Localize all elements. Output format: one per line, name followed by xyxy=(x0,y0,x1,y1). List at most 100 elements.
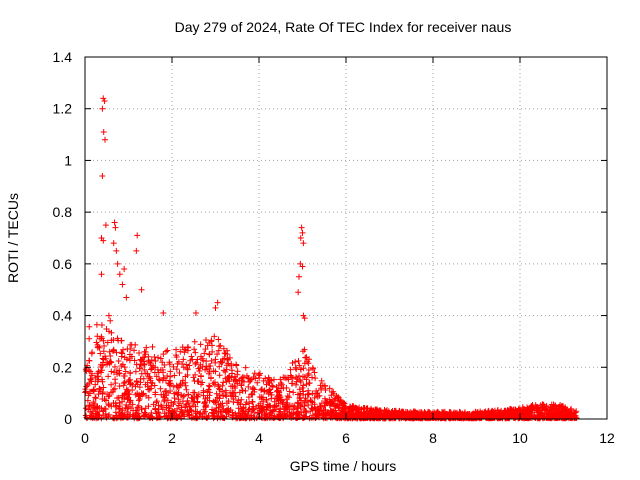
data-point xyxy=(121,391,128,398)
data-point xyxy=(556,405,563,412)
data-point xyxy=(301,346,308,353)
data-point xyxy=(147,413,154,420)
data-point-outlier xyxy=(300,312,307,319)
data-point xyxy=(309,412,316,419)
data-point xyxy=(221,415,228,422)
data-point xyxy=(362,411,369,418)
data-point xyxy=(379,412,386,419)
y-tick-label: 0.2 xyxy=(53,359,73,375)
data-point xyxy=(186,403,193,410)
data-point xyxy=(294,376,301,383)
data-point xyxy=(418,409,425,416)
data-point xyxy=(94,411,101,418)
data-point xyxy=(107,353,114,360)
data-point xyxy=(303,409,310,416)
x-tick-label: 4 xyxy=(255,430,263,446)
data-point xyxy=(328,392,335,399)
data-point xyxy=(145,353,152,360)
data-point xyxy=(210,398,217,405)
data-point xyxy=(99,378,106,385)
data-point-outlier xyxy=(121,266,128,273)
data-point xyxy=(99,396,106,403)
data-point xyxy=(183,386,190,393)
data-point xyxy=(175,402,182,409)
data-point xyxy=(187,357,194,364)
data-point xyxy=(435,415,442,422)
data-point xyxy=(115,405,122,412)
data-point xyxy=(267,386,274,393)
data-point xyxy=(160,393,167,400)
data-point xyxy=(266,377,273,384)
data-point xyxy=(181,346,188,353)
data-point xyxy=(305,390,312,397)
data-point xyxy=(146,386,153,393)
data-point xyxy=(184,365,191,372)
data-point xyxy=(257,407,264,414)
data-point xyxy=(506,412,513,419)
data-point xyxy=(318,386,325,393)
data-point xyxy=(308,405,315,412)
data-point xyxy=(200,389,207,396)
data-point xyxy=(553,414,560,421)
data-point xyxy=(214,351,221,358)
data-point xyxy=(225,360,232,367)
data-point xyxy=(242,401,249,408)
data-point xyxy=(171,398,178,405)
data-point xyxy=(573,408,580,415)
data-point xyxy=(166,359,173,366)
data-point xyxy=(194,408,201,415)
data-point xyxy=(184,372,191,379)
data-point xyxy=(213,390,220,397)
data-point xyxy=(126,391,133,398)
data-point xyxy=(206,383,213,390)
data-point xyxy=(205,412,212,419)
data-point xyxy=(223,400,230,407)
data-point xyxy=(297,392,304,399)
data-point xyxy=(171,372,178,379)
data-point xyxy=(222,375,229,382)
data-point xyxy=(296,386,303,393)
data-point xyxy=(268,395,275,402)
data-point xyxy=(134,404,141,411)
data-point xyxy=(138,406,145,413)
data-point xyxy=(321,383,328,390)
data-point xyxy=(133,377,140,384)
data-point xyxy=(521,411,528,418)
data-point xyxy=(220,379,227,386)
data-point xyxy=(89,408,96,415)
data-point xyxy=(142,381,149,388)
data-point xyxy=(299,384,306,391)
data-point xyxy=(311,394,318,401)
y-axis-label: ROTI / TECUs xyxy=(5,193,21,283)
data-point xyxy=(154,414,161,421)
data-point xyxy=(191,394,198,401)
data-point xyxy=(330,409,337,416)
data-point xyxy=(445,412,452,419)
data-point xyxy=(342,404,349,411)
data-point xyxy=(97,363,104,370)
data-point xyxy=(93,321,100,328)
data-point xyxy=(95,391,102,398)
data-point xyxy=(214,394,221,401)
data-point xyxy=(145,358,152,365)
data-point xyxy=(212,379,219,386)
data-point xyxy=(91,414,98,421)
y-tick-label: 0.4 xyxy=(53,308,73,324)
data-point xyxy=(177,408,184,415)
data-point xyxy=(185,400,192,407)
data-point xyxy=(297,366,304,373)
data-point xyxy=(277,376,284,383)
data-point xyxy=(84,397,91,404)
data-point xyxy=(144,370,151,377)
data-point-outlier xyxy=(192,309,199,316)
data-point xyxy=(190,389,197,396)
data-point xyxy=(274,393,281,400)
data-point xyxy=(162,377,169,384)
data-point xyxy=(100,408,107,415)
data-point xyxy=(296,372,303,379)
data-point xyxy=(256,393,263,400)
data-point xyxy=(118,353,125,360)
data-point xyxy=(192,403,199,410)
data-point xyxy=(140,358,147,365)
data-point xyxy=(482,408,489,415)
